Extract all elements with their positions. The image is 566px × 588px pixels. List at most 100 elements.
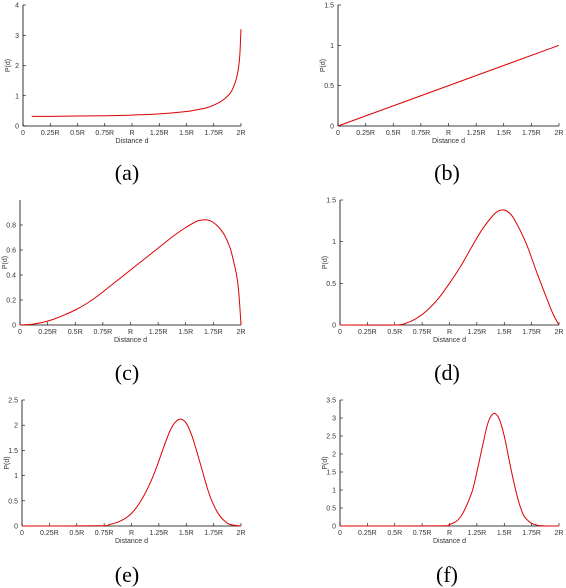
x-tick-label: R: [128, 329, 133, 336]
y-tick-label: 0: [15, 124, 19, 131]
x-tick-label: 0.25R: [41, 130, 60, 137]
x-tick-label: 2R: [555, 329, 564, 336]
x-tick-label: 0: [20, 530, 24, 537]
x-tick-label: 0.25R: [38, 329, 57, 336]
panel-caption: (a): [115, 160, 139, 185]
x-axis-label: Distance d: [433, 337, 466, 344]
y-tick-label: 2.5: [326, 434, 336, 441]
y-tick-label: 1: [332, 239, 336, 246]
series-line: [19, 219, 242, 326]
chart-panel-c: 0 0.25R 0.5R 0.75R R 1.25R 1.5R 1.75R 2R 0 0.2 0.4 0…: [2, 200, 245, 385]
x-axis-label: Distance d: [115, 538, 148, 545]
y-tick-label: 3: [332, 416, 336, 423]
x-tick-label: 0.25R: [40, 530, 59, 537]
x-tick-label: 1.5R: [497, 530, 512, 537]
x-tick-label: 0: [336, 130, 340, 137]
y-tick-label: 0: [332, 323, 336, 330]
y-tick-label: 1: [330, 43, 334, 50]
x-tick-label: R: [446, 130, 451, 137]
y-tick-label: 0: [12, 323, 16, 330]
x-tick-label: 0.5R: [387, 530, 402, 537]
panel-caption: (b): [434, 160, 460, 185]
x-tick-label: 0.75R: [413, 530, 432, 537]
x-tick-label: 1.25R: [468, 530, 487, 537]
x-tick-label: 0.75R: [94, 329, 113, 336]
y-tick-label: 3: [15, 33, 19, 40]
y-axis-label: P(d): [2, 256, 9, 269]
chart-panel-d: 0 0.25R 0.5R 0.75R R 1.25R 1.5R 1.75R 2R 0 0.5 1 1.5…: [322, 198, 563, 386]
x-tick-label: R: [447, 530, 452, 537]
x-axis-label: Distance d: [432, 138, 465, 145]
y-tick-label: 0.5: [8, 498, 18, 505]
x-tick-label: 2R: [237, 130, 246, 137]
series-line: [337, 44, 560, 127]
y-tick-label: 2.5: [8, 398, 18, 405]
x-tick-label: 0.75R: [413, 329, 432, 336]
x-tick-label: 1.5R: [178, 329, 193, 336]
series-line: [21, 418, 242, 527]
y-axis-label: P(d): [322, 256, 329, 269]
x-tick-label: 0: [338, 329, 342, 336]
series-line: [339, 209, 560, 326]
x-tick-label: 2R: [237, 329, 246, 336]
y-axis-label: P(d): [322, 456, 329, 469]
x-tick-label: R: [129, 530, 134, 537]
panel-caption: (c): [115, 360, 139, 385]
y-tick-label: 1.5: [8, 448, 18, 455]
chart-panel-e: 0 0.25R 0.5R 0.75R R 1.25R 1.5R 1.75R 2R 0 0.5 1 1.5…: [4, 398, 245, 588]
y-tick-label: 0.5: [326, 281, 336, 288]
x-tick-label: 1.5R: [179, 130, 194, 137]
series-line: [31, 29, 242, 117]
x-tick-label: 1.25R: [150, 530, 169, 537]
chart-panel-f: 0 0.25R 0.5R 0.75R R 1.25R 1.5R 1.75R 2R 0 0.5 1 1.5…: [322, 398, 563, 588]
x-tick-label: 1.5R: [496, 130, 511, 137]
y-tick-label: 1: [14, 473, 18, 480]
x-axis-label: Distance d: [114, 337, 147, 344]
x-tick-label: 1.25R: [150, 130, 169, 137]
chart-panel-b: 0 0.25R 0.5R 0.75R R 1.25R 1.5R 1.75R 2R 0 0.5 1 1.5…: [320, 3, 563, 186]
y-axis-label: P(d): [5, 59, 12, 72]
x-axis-label: Distance d: [115, 138, 148, 145]
y-tick-label: 2: [332, 452, 336, 459]
x-tick-label: R: [129, 130, 134, 137]
y-tick-label: 0.8: [6, 223, 16, 230]
y-tick-label: 1: [332, 488, 336, 495]
x-tick-label: 0.75R: [95, 530, 114, 537]
x-tick-label: 0: [21, 130, 25, 137]
x-tick-label: 0.5R: [68, 329, 83, 336]
y-tick-label: 0.5: [324, 83, 334, 90]
y-tick-label: 4: [15, 3, 19, 10]
x-tick-label: 2R: [555, 130, 564, 137]
x-tick-label: 1.25R: [149, 329, 168, 336]
y-tick-label: 3.5: [326, 398, 336, 405]
x-tick-label: R: [447, 329, 452, 336]
x-tick-label: 1.5R: [179, 530, 194, 537]
x-tick-label: 0: [18, 329, 22, 336]
x-tick-label: 1.75R: [522, 130, 541, 137]
x-tick-label: 0.25R: [358, 329, 377, 336]
x-tick-label: 1.75R: [522, 329, 541, 336]
y-axis-label: P(d): [320, 59, 327, 72]
x-tick-label: 0.75R: [412, 130, 431, 137]
x-tick-label: 0.5R: [70, 130, 85, 137]
x-tick-label: 2R: [555, 530, 564, 537]
x-tick-label: 1.5R: [497, 329, 512, 336]
y-tick-label: 1.5: [326, 198, 336, 205]
x-tick-label: 1.25R: [467, 130, 486, 137]
y-tick-label: 2: [14, 423, 18, 430]
x-tick-label: 2R: [237, 530, 246, 537]
x-tick-label: 1.75R: [204, 130, 223, 137]
x-tick-label: 0.75R: [95, 130, 114, 137]
panel-caption: (f): [436, 562, 458, 587]
x-tick-label: 1.25R: [468, 329, 487, 336]
y-tick-label: 2: [15, 63, 19, 70]
x-tick-label: 0.25R: [356, 130, 375, 137]
x-axis-label: Distance d: [433, 538, 466, 545]
y-tick-label: 1: [15, 93, 19, 100]
x-tick-label: 0: [338, 530, 342, 537]
y-axis-label: P(d): [4, 456, 11, 469]
x-tick-label: 0.5R: [69, 530, 84, 537]
y-tick-label: 0.4: [6, 273, 16, 280]
y-tick-label: 0.6: [6, 248, 16, 255]
